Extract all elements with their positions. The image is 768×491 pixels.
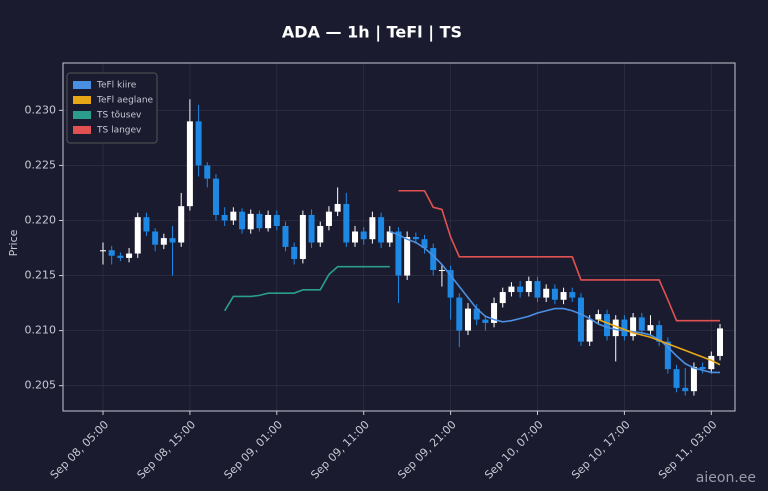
candle-body	[299, 214, 306, 260]
candle-body	[239, 211, 246, 230]
candle-body	[256, 213, 263, 229]
candle-body	[551, 288, 558, 300]
candle-body	[404, 237, 411, 276]
candle-body	[308, 214, 315, 243]
candle-body	[569, 292, 576, 298]
candle-body	[473, 308, 480, 320]
candle-body	[673, 369, 680, 388]
candle-body	[543, 288, 550, 298]
indicator-line	[223, 265, 390, 312]
y-tick-label: 0.210	[25, 324, 57, 337]
candle-body	[343, 203, 350, 243]
candle-body	[595, 314, 602, 320]
candle-body	[282, 225, 289, 247]
watermark: aieon.ee	[696, 470, 756, 486]
legend-label: TeFl aeglane	[96, 96, 154, 106]
candle-body	[412, 237, 419, 240]
candle-body	[560, 292, 567, 300]
candle-body	[438, 270, 445, 272]
candle-body	[717, 328, 723, 356]
candle-body	[134, 217, 141, 254]
candle-body	[508, 286, 515, 293]
candle-body	[204, 165, 211, 179]
candle-body	[178, 206, 185, 243]
candle-body	[160, 238, 167, 245]
candle-body	[265, 214, 272, 229]
candle-body	[699, 366, 706, 370]
candle-body	[447, 270, 454, 298]
candle-body	[630, 317, 637, 337]
candle-body	[395, 231, 402, 276]
candle-body	[534, 281, 541, 298]
candle-body	[230, 211, 237, 221]
indicator-line	[389, 230, 720, 374]
candle-body	[152, 231, 159, 245]
candle-body	[100, 250, 106, 252]
legend-label: TeFl kiire	[96, 81, 137, 91]
candle-body	[499, 292, 506, 304]
candle-body	[273, 214, 280, 226]
candle-body	[325, 211, 332, 226]
candle-body	[117, 255, 124, 258]
legend-swatch	[73, 126, 91, 134]
legend-label: TS langev	[96, 126, 142, 136]
indicator-line	[398, 189, 720, 322]
candle-body	[352, 231, 359, 243]
candle-body	[482, 319, 489, 323]
candle-body	[169, 238, 176, 243]
candle-body	[682, 387, 689, 392]
candle-body	[491, 303, 498, 323]
candle-body	[517, 286, 524, 293]
y-tick-label: 0.230	[25, 103, 57, 116]
indicator-line	[598, 318, 721, 366]
candle-body	[334, 203, 341, 212]
candle-body	[291, 246, 298, 260]
candle-body	[386, 231, 393, 243]
candle-body	[708, 355, 715, 370]
y-axis-label: Price	[7, 229, 20, 256]
legend-swatch	[73, 81, 91, 89]
candle-body	[360, 231, 367, 240]
legend-box	[66, 72, 158, 144]
candle-body	[456, 297, 463, 331]
candle-body	[421, 239, 428, 249]
candle-body	[525, 281, 532, 293]
y-tick-label: 0.205	[25, 379, 57, 392]
candle-body	[647, 325, 654, 331]
chart-title: ADA — 1h | TeFl | TS	[282, 23, 462, 43]
candle-body	[195, 121, 202, 166]
candle-body	[577, 297, 584, 342]
legend-swatch	[73, 96, 91, 104]
candle-body	[221, 214, 228, 221]
legend-swatch	[73, 111, 91, 119]
candle-body	[638, 317, 645, 331]
candle-body	[586, 319, 593, 342]
candle-body	[108, 250, 115, 256]
candle-body	[212, 178, 219, 215]
candle-body	[690, 366, 697, 392]
legend-label: TS tõusev	[96, 111, 142, 121]
candle-body	[612, 319, 619, 337]
y-tick-label: 0.215	[25, 269, 57, 282]
plot-frame	[62, 62, 736, 412]
candle-body	[464, 308, 471, 331]
y-tick-label: 0.225	[25, 158, 57, 171]
candle-body	[430, 248, 437, 271]
y-tick-label: 0.220	[25, 213, 57, 226]
candle-body	[186, 121, 193, 207]
candle-body	[143, 217, 150, 232]
candle-body	[317, 225, 324, 243]
candle-body	[126, 253, 133, 258]
candle-body	[247, 213, 254, 230]
candle-body	[656, 325, 663, 342]
candle-body	[621, 319, 628, 337]
candle-body	[378, 217, 385, 243]
candle-body	[604, 314, 611, 337]
candle-body	[664, 341, 671, 370]
candle-body	[369, 217, 376, 240]
